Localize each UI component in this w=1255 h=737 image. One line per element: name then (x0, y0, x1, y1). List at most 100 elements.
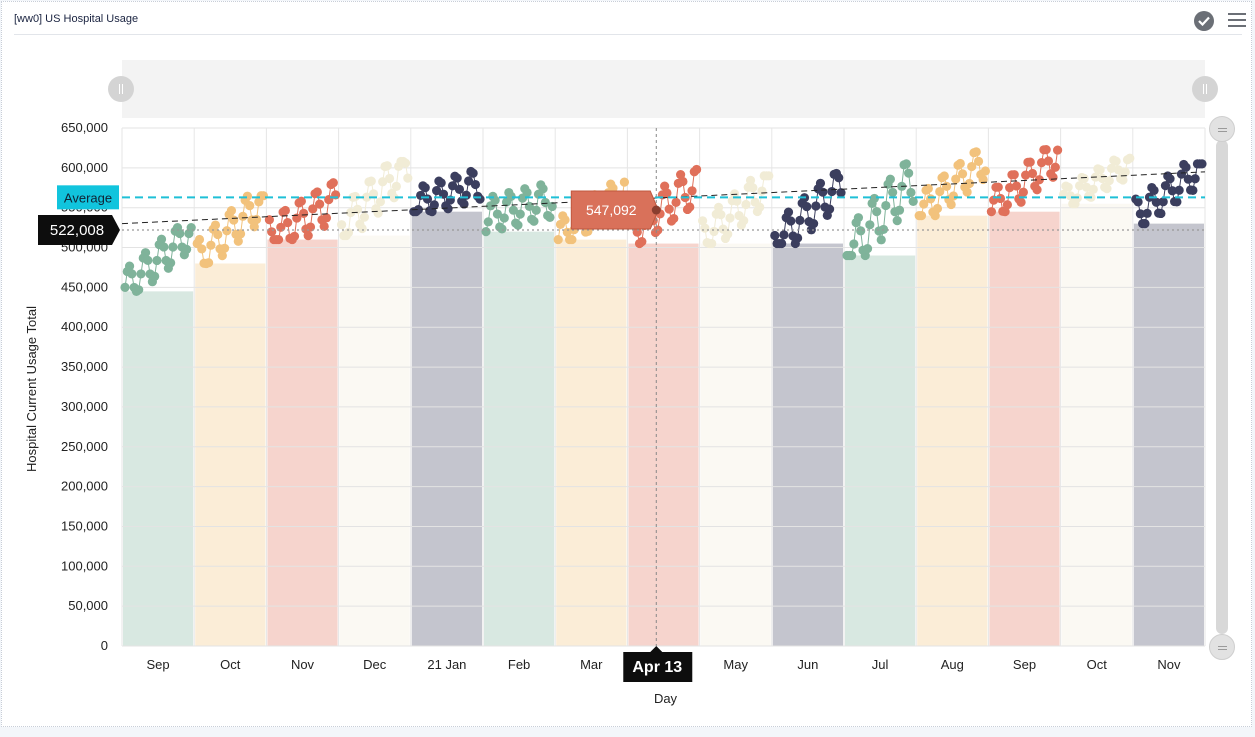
data-point (506, 191, 516, 201)
month-band (917, 215, 988, 646)
month-band (1133, 223, 1204, 646)
data-point (283, 217, 293, 228)
x-tick-label: 21 Jan (427, 657, 466, 672)
y-tick-label: 450,000 (61, 279, 108, 294)
data-point (296, 196, 306, 206)
scrollbar-bottom-knob[interactable] (1209, 634, 1235, 660)
crosshair-x-label-box (623, 646, 693, 682)
data-point (159, 242, 169, 252)
data-point (249, 222, 259, 232)
data-point (156, 234, 167, 244)
x-tick-label: Aug (941, 657, 964, 672)
data-point (508, 205, 518, 215)
highlighted-point (651, 205, 661, 215)
data-point (700, 223, 710, 233)
reference-label: 522,008 (50, 222, 104, 239)
data-point (698, 216, 708, 226)
hamburger-menu-icon[interactable] (1228, 13, 1246, 27)
data-point (175, 228, 185, 239)
data-point (888, 187, 898, 198)
x-tick-label: Oct (1087, 657, 1108, 672)
data-point (692, 164, 702, 175)
data-point (182, 244, 192, 255)
data-point (547, 201, 557, 212)
month-band (700, 243, 771, 647)
y-tick-label: 400,000 (61, 319, 108, 334)
data-point (468, 168, 478, 178)
data-point (1041, 145, 1051, 155)
check-circle-icon[interactable] (1194, 11, 1214, 31)
data-point (1183, 174, 1193, 184)
data-point (420, 183, 430, 193)
data-point (213, 229, 223, 240)
data-point (1043, 156, 1054, 166)
data-point (352, 204, 363, 214)
data-point (540, 197, 550, 208)
x-tick-label: Jul (872, 657, 889, 672)
scrollbar-top-knob[interactable] (1209, 116, 1235, 142)
data-point (1125, 153, 1135, 163)
data-point (923, 183, 933, 194)
average-label: Average (64, 190, 112, 205)
data-point (608, 183, 618, 193)
data-point (872, 207, 882, 217)
y-tick-label: 650,000 (61, 120, 108, 135)
average-label-box (57, 185, 119, 210)
vertical-scrollbar[interactable] (1216, 140, 1228, 634)
month-band (484, 231, 555, 646)
data-point (197, 244, 207, 254)
y-tick-label: 50,000 (68, 598, 108, 613)
data-point (134, 285, 144, 295)
data-point (1011, 181, 1022, 191)
y-tick-label: 600,000 (61, 160, 108, 175)
month-band (772, 243, 843, 647)
data-point (716, 210, 726, 220)
navigator-left-handle[interactable] (108, 76, 134, 102)
y-tick-label: 100,000 (61, 558, 108, 573)
title-divider (14, 34, 1242, 35)
panel-title: [ww0] US Hospital Usage (14, 13, 139, 25)
data-point (1053, 145, 1063, 155)
range-navigator[interactable] (122, 60, 1205, 118)
x-tick-label: Jun (797, 657, 818, 672)
data-point (337, 220, 347, 230)
data-point (186, 223, 196, 233)
data-point (939, 171, 949, 181)
data-point (194, 234, 205, 245)
data-point (452, 173, 462, 183)
data-point (403, 173, 413, 183)
data-point (210, 220, 221, 230)
data-point (632, 227, 642, 237)
data-point (836, 188, 846, 198)
data-point (1009, 170, 1019, 180)
x-tick-label: Nov (1157, 657, 1181, 672)
y-tick-label: 200,000 (61, 479, 108, 494)
y-tick-label: 300,000 (61, 399, 108, 414)
trendline (121, 171, 1206, 225)
data-point (1165, 174, 1175, 184)
data-point (233, 236, 243, 246)
month-band (195, 263, 266, 646)
data-point (971, 147, 981, 157)
data-point (1095, 165, 1105, 175)
data-point (995, 193, 1006, 204)
data-point (350, 191, 360, 202)
month-band (123, 291, 194, 646)
x-tick-label: Sep (1013, 657, 1036, 672)
y-tick-label: 250,000 (61, 439, 108, 454)
data-point (436, 178, 446, 188)
data-point (678, 176, 688, 187)
data-point (150, 271, 160, 281)
data-point (664, 204, 674, 214)
data-point (764, 171, 774, 181)
data-point (166, 258, 176, 268)
data-point (475, 194, 485, 204)
data-point (1135, 209, 1145, 219)
month-band (628, 243, 699, 647)
y-tick-label: 150,000 (61, 518, 108, 533)
data-point (834, 173, 844, 183)
navigator-right-handle[interactable] (1192, 76, 1218, 102)
y-axis-title: Hospital Current Usage Total (24, 306, 39, 472)
month-band (989, 211, 1060, 646)
data-point (258, 191, 268, 201)
